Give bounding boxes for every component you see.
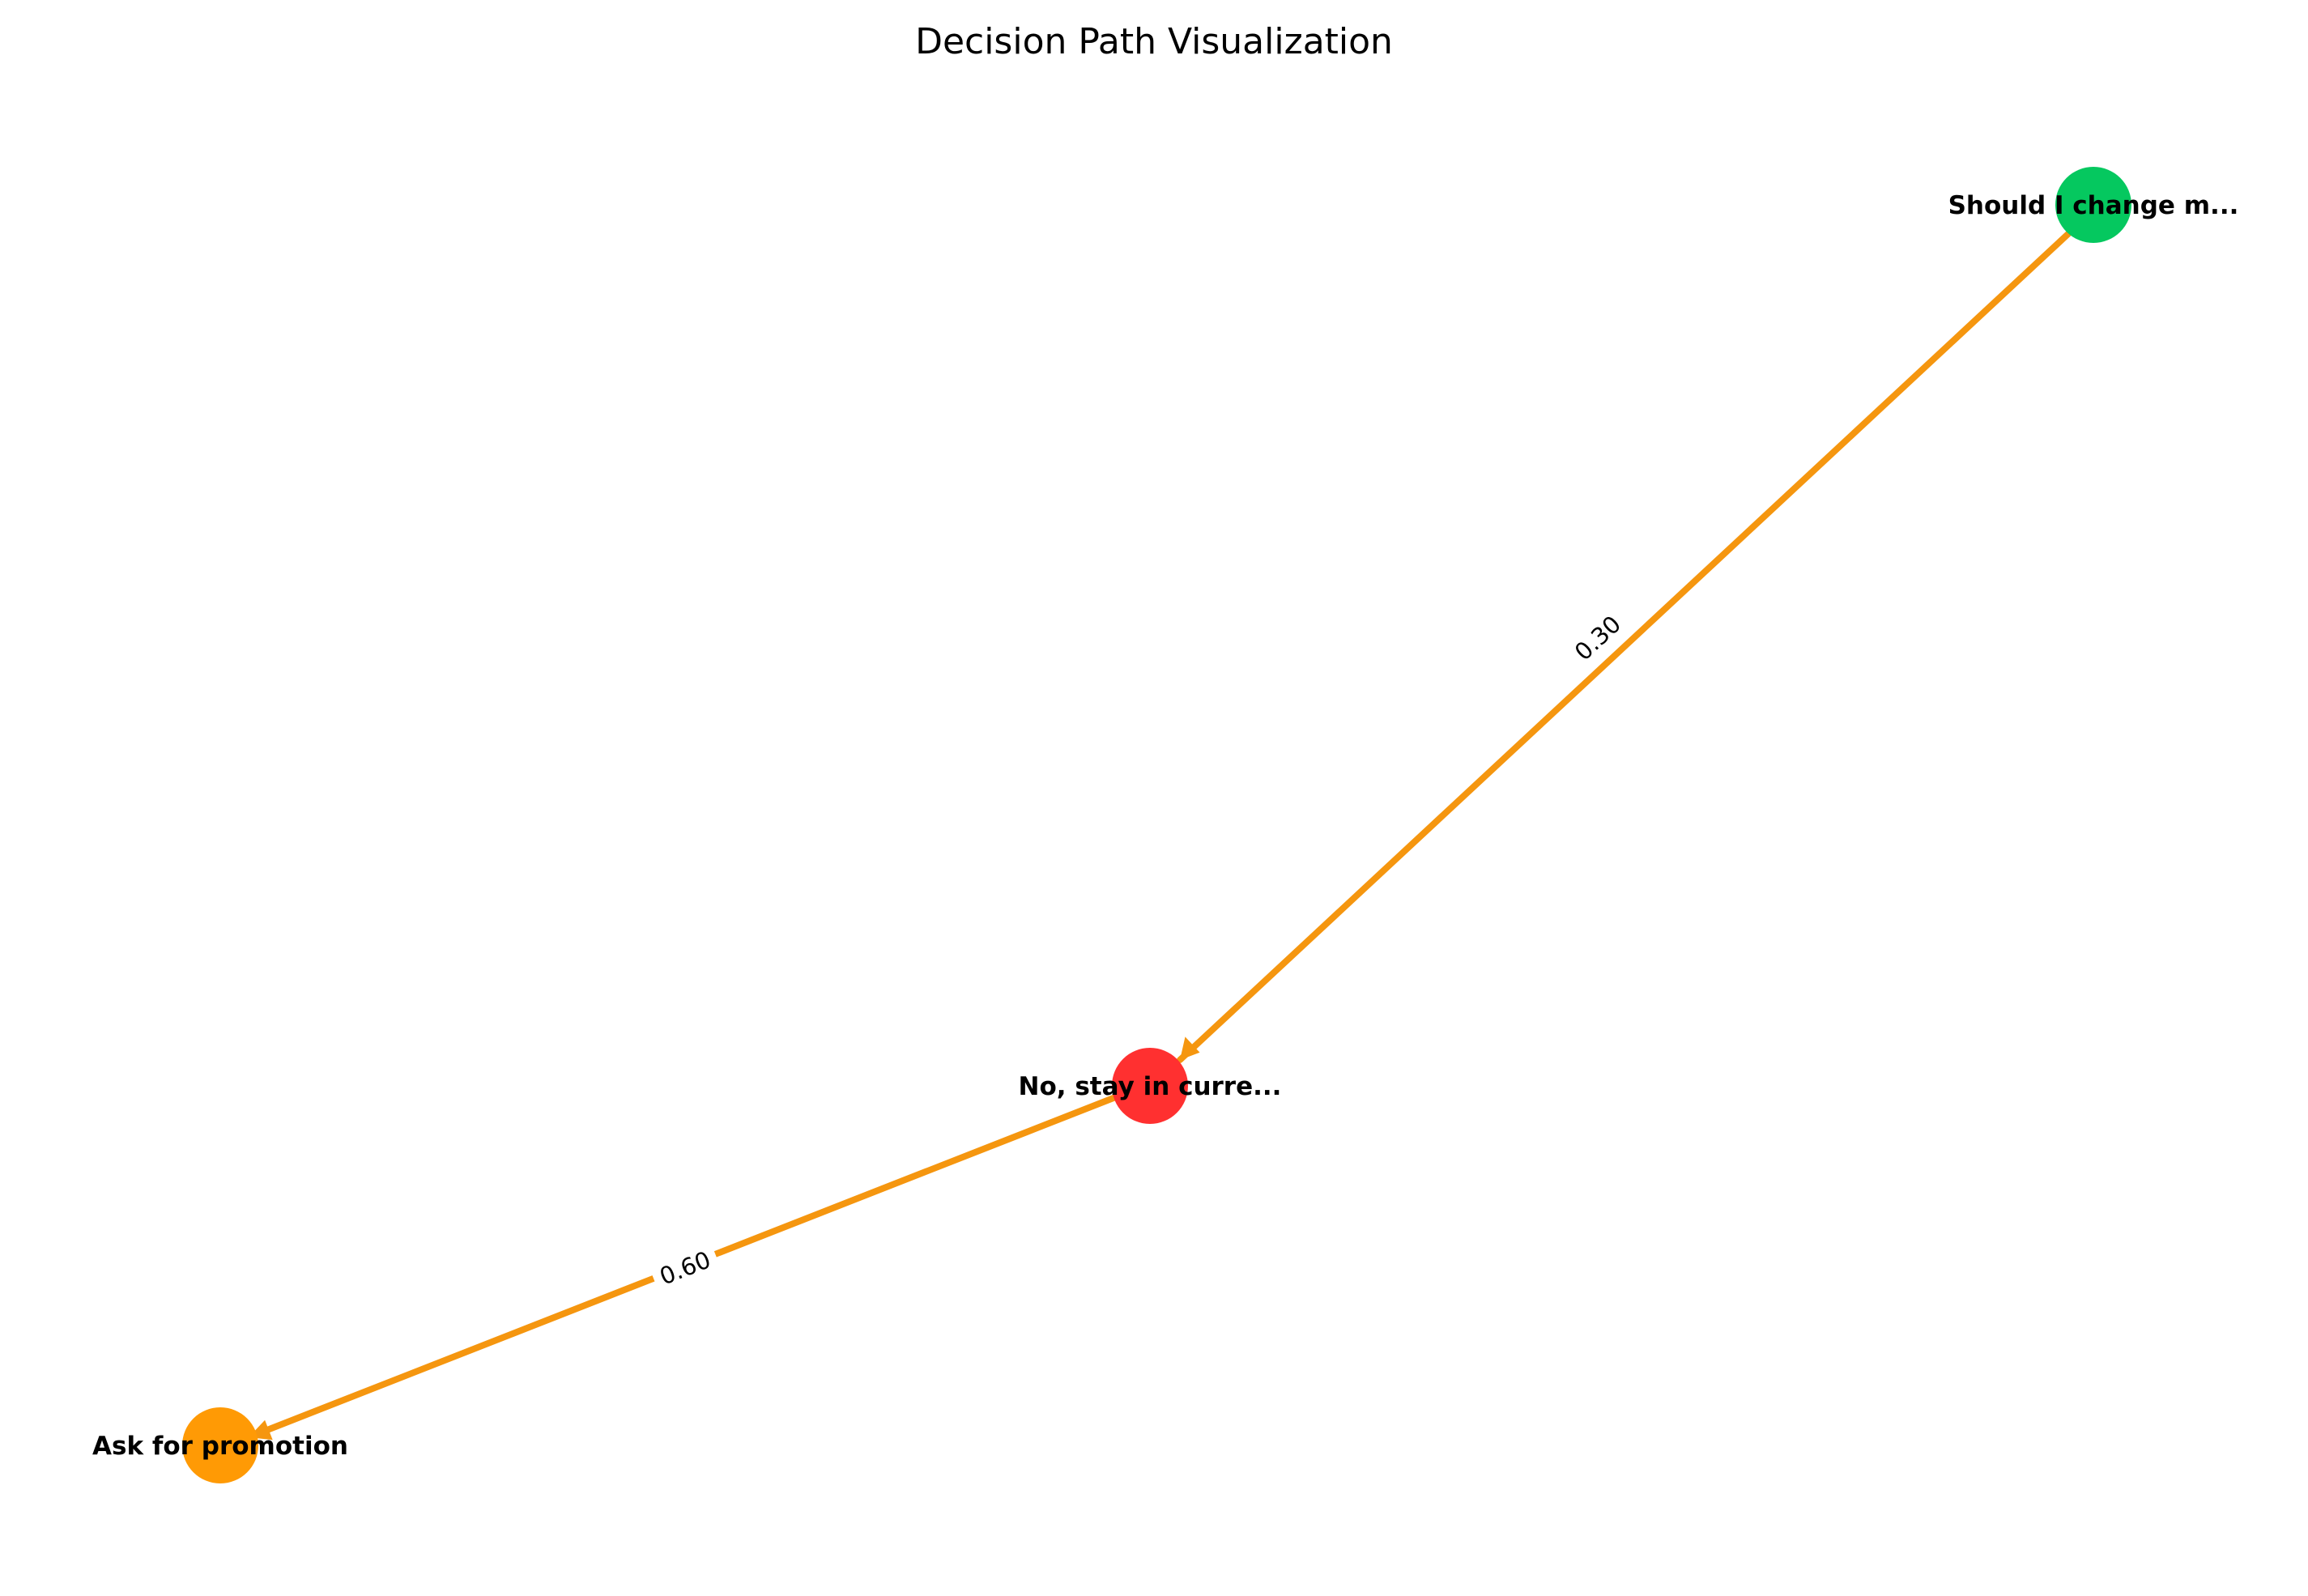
edge-line xyxy=(1177,228,2075,1063)
node-stay: No, stay in curre... xyxy=(1019,1048,1282,1124)
edge-arrowhead xyxy=(1180,1036,1200,1060)
edge-root-to-stay: 0.30 xyxy=(1177,228,2075,1063)
node-circle-root xyxy=(2055,167,2131,243)
node-circle-promo xyxy=(182,1407,258,1483)
node-promo: Ask for promotion xyxy=(92,1407,348,1483)
node-root: Should I change m... xyxy=(1948,167,2239,243)
edge-stay-to-promo: 0.60 xyxy=(245,1093,1121,1441)
node-label-root: Should I change m... xyxy=(1948,191,2239,220)
node-label-stay: No, stay in curre... xyxy=(1019,1072,1282,1101)
edge-label-background xyxy=(649,1241,722,1295)
edge-label-background xyxy=(1563,604,1633,672)
edges-layer: 0.30 0.60 xyxy=(245,228,2075,1441)
node-label-promo: Ask for promotion xyxy=(92,1432,348,1461)
diagram-title: Decision Path Visualization xyxy=(915,21,1393,62)
node-circle-stay xyxy=(1112,1048,1188,1124)
nodes-layer: Should I change m... No, stay in curre..… xyxy=(92,167,2238,1483)
